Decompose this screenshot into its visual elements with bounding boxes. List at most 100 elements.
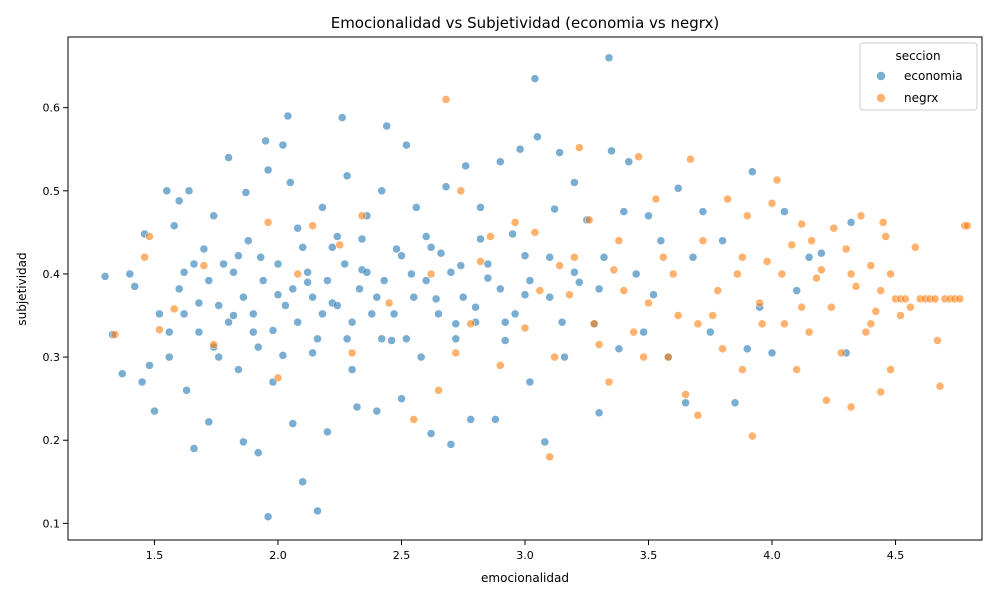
point-negrx: [887, 366, 895, 374]
point-negrx: [674, 312, 682, 320]
point-economia: [343, 172, 351, 180]
point-negrx: [778, 270, 786, 278]
point-economia: [126, 270, 134, 278]
point-economia: [309, 293, 317, 301]
point-economia: [225, 318, 233, 326]
point-economia: [650, 291, 658, 299]
point-economia: [183, 386, 191, 394]
point-economia: [657, 237, 665, 245]
point-negrx: [274, 374, 282, 382]
point-negrx: [724, 195, 732, 203]
point-economia: [239, 438, 247, 446]
point-economia: [279, 141, 287, 149]
point-economia: [378, 187, 386, 195]
point-negrx: [111, 331, 119, 339]
point-economia: [521, 291, 529, 299]
point-negrx: [847, 270, 855, 278]
point-negrx: [630, 328, 638, 336]
point-negrx: [867, 320, 875, 328]
point-negrx: [813, 274, 821, 282]
point-negrx: [877, 388, 885, 396]
point-economia: [118, 370, 126, 378]
point-economia: [215, 302, 223, 310]
point-economia: [279, 351, 287, 359]
point-economia: [318, 310, 326, 318]
point-negrx: [294, 270, 302, 278]
point-economia: [541, 438, 549, 446]
point-economia: [299, 243, 307, 251]
point-economia: [743, 345, 751, 353]
point-economia: [380, 277, 388, 285]
point-economia: [452, 335, 460, 343]
point-economia: [205, 418, 213, 426]
point-negrx: [793, 366, 801, 374]
point-economia: [768, 349, 776, 357]
point-negrx: [788, 241, 796, 249]
legend: seccion economia negrx: [860, 43, 977, 110]
point-economia: [249, 328, 257, 336]
point-economia: [817, 249, 825, 257]
point-negrx: [798, 220, 806, 228]
point-economia: [435, 310, 443, 318]
point-economia: [407, 270, 415, 278]
point-economia: [165, 353, 173, 361]
point-negrx: [442, 95, 450, 103]
point-economia: [318, 203, 326, 211]
point-economia: [348, 318, 356, 326]
point-negrx: [620, 287, 628, 295]
x-tick-label: 3.5: [640, 549, 658, 562]
point-economia: [257, 253, 265, 261]
point-negrx: [872, 307, 880, 315]
point-negrx: [763, 258, 771, 266]
point-economia: [220, 260, 228, 268]
point-economia: [190, 445, 198, 453]
point-negrx: [467, 320, 475, 328]
point-economia: [284, 112, 292, 120]
point-economia: [274, 291, 282, 299]
chart-title: Emocionalidad vs Subjetividad (economia …: [331, 14, 720, 32]
point-negrx: [773, 176, 781, 184]
point-economia: [511, 310, 519, 318]
point-economia: [452, 320, 460, 328]
point-negrx: [536, 287, 544, 295]
point-economia: [398, 252, 406, 260]
point-economia: [101, 272, 109, 280]
point-economia: [230, 312, 238, 320]
point-negrx: [452, 349, 460, 357]
point-economia: [605, 54, 613, 62]
point-negrx: [901, 295, 909, 303]
point-economia: [422, 277, 430, 285]
point-negrx: [605, 378, 613, 386]
point-negrx: [847, 403, 855, 411]
point-economia: [805, 253, 813, 261]
point-negrx: [963, 222, 971, 230]
point-economia: [358, 235, 366, 243]
point-negrx: [808, 237, 816, 245]
point-economia: [570, 179, 578, 187]
point-economia: [254, 343, 262, 351]
point-negrx: [477, 258, 485, 266]
point-economia: [294, 224, 302, 232]
point-economia: [575, 278, 583, 286]
point-economia: [225, 154, 233, 162]
point-economia: [230, 268, 238, 276]
point-economia: [348, 366, 356, 374]
point-economia: [570, 268, 578, 276]
y-tick-label: 0.1: [43, 517, 61, 530]
point-economia: [175, 285, 183, 293]
point-economia: [151, 407, 159, 415]
point-economia: [472, 303, 480, 311]
point-negrx: [842, 245, 850, 253]
point-negrx: [852, 282, 860, 290]
point-economia: [338, 114, 346, 122]
point-negrx: [546, 453, 554, 461]
legend-marker-negrx: [877, 94, 886, 103]
point-negrx: [521, 324, 529, 332]
point-negrx: [879, 218, 887, 226]
point-economia: [210, 212, 218, 220]
point-economia: [526, 378, 534, 386]
point-negrx: [837, 349, 845, 357]
point-negrx: [862, 328, 870, 336]
point-economia: [531, 75, 539, 83]
point-economia: [368, 310, 376, 318]
